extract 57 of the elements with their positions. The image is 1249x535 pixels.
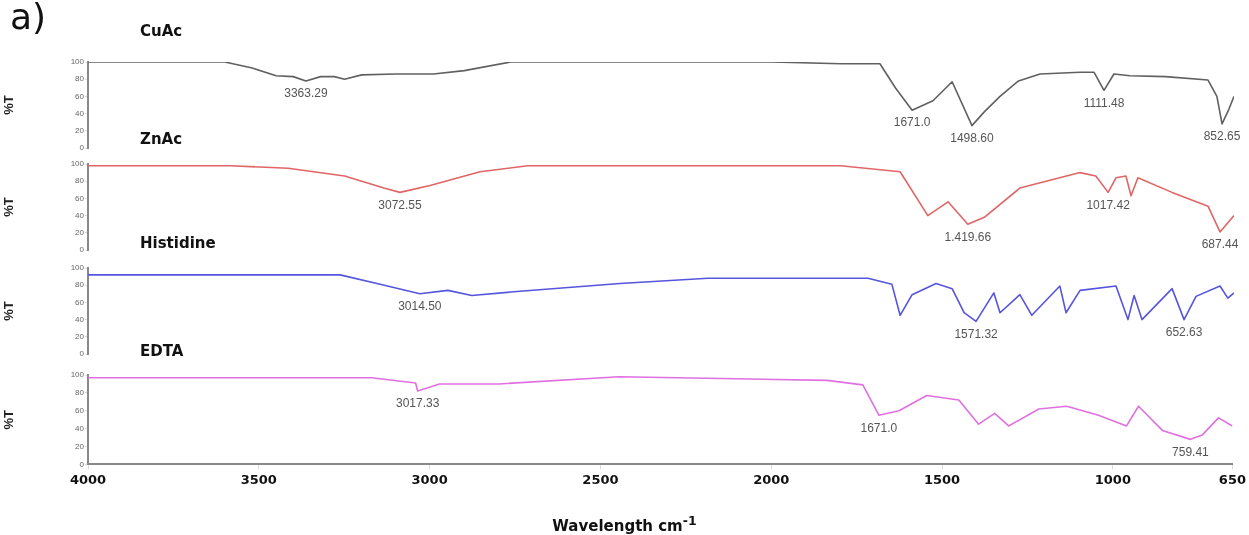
y-tick-label: 0 bbox=[79, 459, 85, 469]
y-tick-label: 60 bbox=[75, 193, 85, 203]
y-axis-title: %T bbox=[1, 409, 17, 430]
annotation: 1571.32 bbox=[954, 326, 999, 341]
x-tick-label: 1000 bbox=[1094, 471, 1131, 487]
y-tick-label: 60 bbox=[75, 405, 85, 415]
y-tick-label: 60 bbox=[75, 297, 85, 307]
annotation: 1671.0 bbox=[893, 115, 931, 130]
y-tick-label: 40 bbox=[75, 210, 85, 220]
y-tick-label: 20 bbox=[75, 332, 85, 341]
x-axis-title: Wavelength cm$^{-1}$ bbox=[551, 513, 698, 535]
annotation: 3072.55 bbox=[378, 197, 422, 212]
annotation: 652.63 bbox=[1165, 324, 1203, 339]
annotation: 1111.48 bbox=[1083, 95, 1125, 110]
chart-title: EDTA bbox=[140, 342, 184, 360]
x-tick-label: 4000 bbox=[69, 471, 107, 487]
y-tick-label: 0 bbox=[79, 143, 85, 153]
x-tick-label: 3000 bbox=[411, 471, 448, 487]
annotation: 1498.60 bbox=[950, 130, 994, 145]
y-tick-label: 40 bbox=[75, 423, 85, 433]
x-tick-label: 650 bbox=[1218, 471, 1246, 487]
chart-title: CuAc bbox=[140, 22, 183, 40]
y-tick-label: 80 bbox=[75, 74, 85, 84]
annotation: 852.65 bbox=[1203, 129, 1241, 144]
annotation: 1017.42 bbox=[1086, 197, 1131, 212]
y-tick-label: 0 bbox=[79, 349, 85, 359]
y-axis-title: %T bbox=[1, 95, 17, 115]
y-tick-label: 80 bbox=[75, 176, 85, 186]
y-tick-label: 80 bbox=[75, 388, 85, 398]
annotation: 1.419.66 bbox=[944, 229, 992, 244]
y-tick-label: 100 bbox=[70, 263, 85, 273]
y-tick-label: 20 bbox=[75, 126, 85, 135]
x-tick-label: 3500 bbox=[240, 471, 277, 487]
y-tick-label: 20 bbox=[75, 441, 85, 451]
chart-title: Histidine bbox=[140, 234, 216, 252]
y-tick-label: 100 bbox=[70, 57, 85, 67]
annotation: 3017.33 bbox=[395, 396, 440, 411]
annotation: 687.44 bbox=[1201, 237, 1239, 252]
y-tick-label: 40 bbox=[75, 108, 85, 118]
text: a) bbox=[10, 0, 47, 37]
y-tick-label: 60 bbox=[75, 91, 85, 101]
y-tick-label: 80 bbox=[75, 280, 85, 290]
x-tick-label: 1500 bbox=[923, 471, 961, 487]
annotation: 759.41 bbox=[1172, 444, 1210, 459]
y-axis-title: %T bbox=[1, 301, 17, 321]
y-tick-label: 100 bbox=[70, 159, 85, 169]
annotation: 3014.50 bbox=[398, 299, 442, 314]
y-tick-label: 0 bbox=[79, 245, 85, 255]
y-axis-title: %T bbox=[1, 197, 17, 217]
chart-title: ZnAc bbox=[140, 130, 183, 148]
annotation: 1671.0 bbox=[860, 420, 898, 435]
y-tick-label: 40 bbox=[75, 314, 85, 324]
x-tick-label: 2500 bbox=[582, 471, 619, 487]
y-tick-label: 20 bbox=[75, 228, 85, 237]
y-tick-label: 100 bbox=[70, 370, 85, 380]
x-tick-label: 2000 bbox=[753, 471, 790, 487]
annotation: 3363.29 bbox=[284, 86, 328, 101]
